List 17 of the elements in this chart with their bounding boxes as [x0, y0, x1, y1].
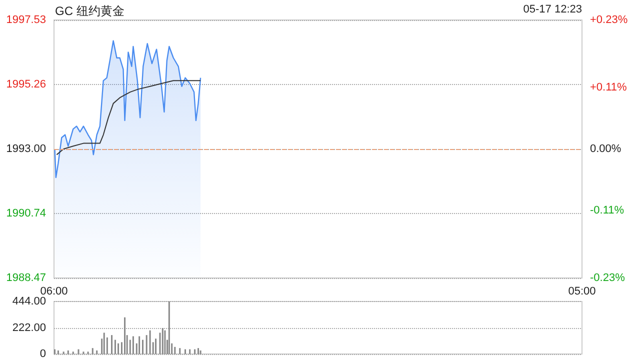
- y-tick-label: 0: [40, 348, 46, 360]
- y-tick-label: 1990.74: [6, 207, 46, 220]
- y2-tick-label: -0.11%: [590, 204, 624, 217]
- y2-tick-label: +0.11%: [590, 81, 628, 94]
- x-tick-label: 06:00: [40, 286, 68, 298]
- x-tick-label: 05:00: [568, 286, 596, 298]
- y-tick-label: 222.00: [12, 322, 46, 334]
- y-tick-label: 1997.53: [6, 14, 46, 26]
- y2-tick-label: +0.23%: [590, 14, 628, 26]
- y-tick-label: 1995.26: [6, 78, 46, 91]
- y-tick-label: 1988.47: [6, 272, 46, 284]
- y-tick-label: 1993.00: [6, 143, 46, 155]
- y2-tick-label: -0.23%: [590, 272, 626, 284]
- text: 05-17 12:23: [523, 4, 582, 16]
- chart-title: GC 纽约黄金: [55, 4, 124, 18]
- y-tick-label: 444.00: [12, 296, 46, 308]
- y2-tick-label: 0.00%: [590, 143, 622, 155]
